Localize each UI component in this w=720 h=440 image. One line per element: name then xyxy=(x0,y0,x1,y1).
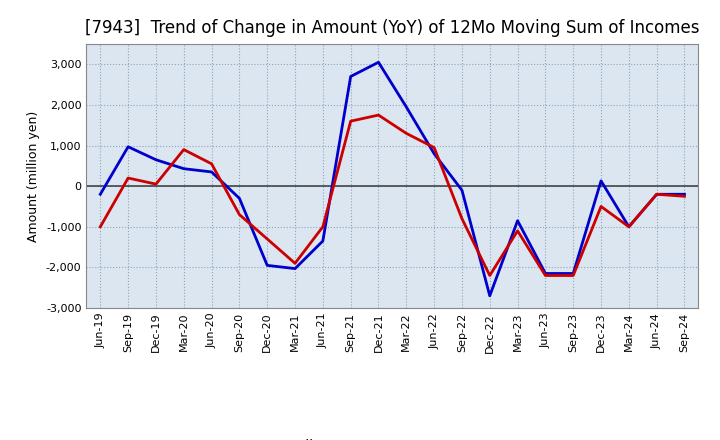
Ordinary Income xyxy=(374,60,383,65)
Ordinary Income xyxy=(485,293,494,298)
Net Income xyxy=(291,260,300,266)
Net Income xyxy=(680,194,689,199)
Net Income xyxy=(430,145,438,150)
Net Income xyxy=(652,192,661,197)
Net Income xyxy=(597,204,606,209)
Net Income xyxy=(235,212,243,217)
Ordinary Income xyxy=(318,238,327,244)
Ordinary Income xyxy=(541,271,550,276)
Net Income xyxy=(207,161,216,166)
Net Income xyxy=(485,273,494,278)
Ordinary Income xyxy=(680,192,689,197)
Net Income xyxy=(624,224,633,229)
Net Income xyxy=(263,236,271,242)
Ordinary Income xyxy=(96,192,104,197)
Net Income xyxy=(346,118,355,124)
Net Income xyxy=(152,181,161,187)
Ordinary Income xyxy=(346,74,355,79)
Ordinary Income xyxy=(207,169,216,175)
Ordinary Income xyxy=(124,144,132,150)
Ordinary Income xyxy=(569,271,577,276)
Ordinary Income xyxy=(430,151,438,156)
Line: Net Income: Net Income xyxy=(100,115,685,275)
Net Income xyxy=(179,147,188,152)
Net Income xyxy=(513,228,522,234)
Ordinary Income xyxy=(152,157,161,162)
Net Income xyxy=(458,216,467,221)
Ordinary Income xyxy=(179,166,188,171)
Ordinary Income xyxy=(624,224,633,229)
Line: Ordinary Income: Ordinary Income xyxy=(100,62,685,296)
Net Income xyxy=(96,224,104,229)
Ordinary Income xyxy=(597,178,606,183)
Net Income xyxy=(541,273,550,278)
Ordinary Income xyxy=(458,187,467,193)
Net Income xyxy=(124,176,132,181)
Legend: Ordinary Income, Net Income: Ordinary Income, Net Income xyxy=(226,434,559,440)
Ordinary Income xyxy=(513,218,522,224)
Ordinary Income xyxy=(291,266,300,271)
Y-axis label: Amount (million yen): Amount (million yen) xyxy=(27,110,40,242)
Net Income xyxy=(402,131,410,136)
Ordinary Income xyxy=(402,104,410,110)
Title: [7943]  Trend of Change in Amount (YoY) of 12Mo Moving Sum of Incomes: [7943] Trend of Change in Amount (YoY) o… xyxy=(85,19,700,37)
Net Income xyxy=(318,224,327,229)
Ordinary Income xyxy=(235,196,243,201)
Ordinary Income xyxy=(263,263,271,268)
Net Income xyxy=(374,113,383,118)
Net Income xyxy=(569,273,577,278)
Ordinary Income xyxy=(652,192,661,197)
